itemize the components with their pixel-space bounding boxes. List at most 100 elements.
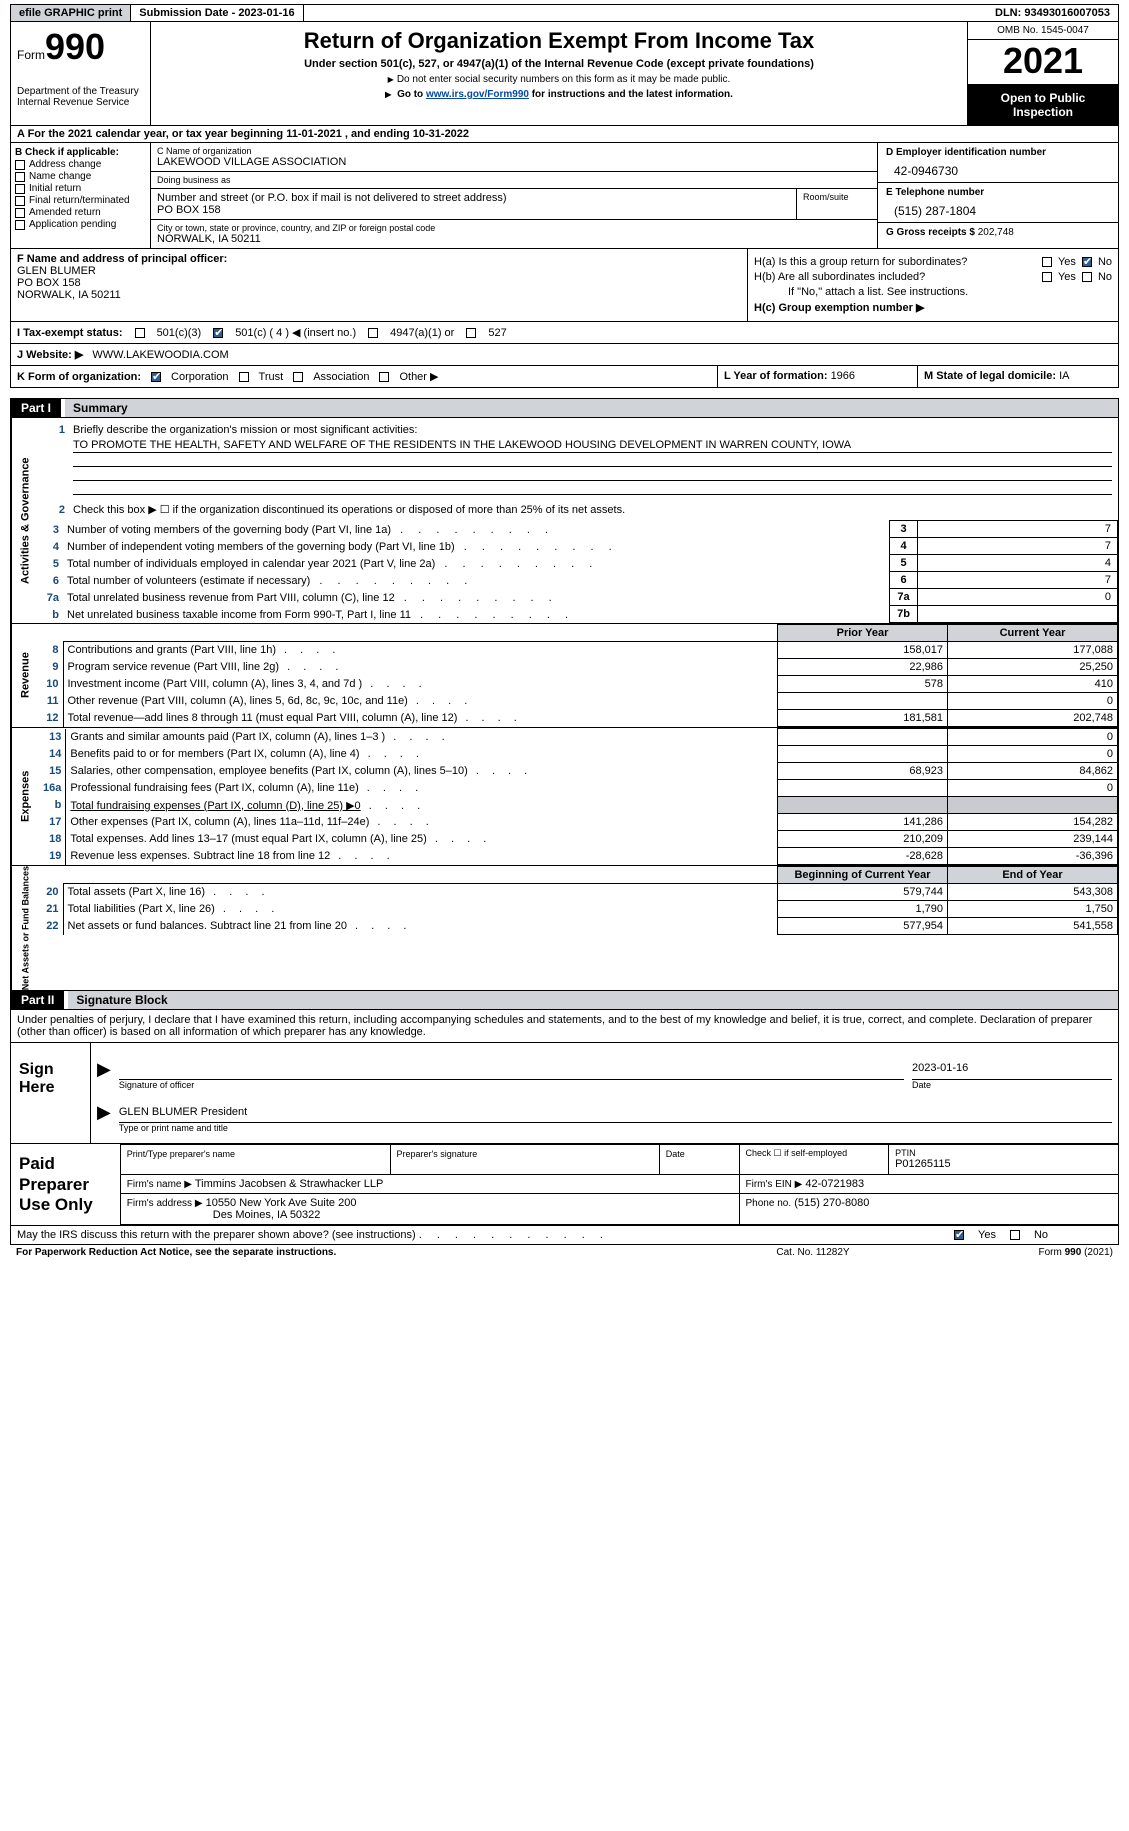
firm-phone-label: Phone no. [746, 1198, 792, 1209]
discuss-no[interactable] [1010, 1230, 1020, 1240]
officer-printed: GLEN BLUMER President [119, 1106, 247, 1118]
cb-name-change[interactable] [15, 172, 25, 182]
firm-addr-label: Firm's address ▶ [127, 1198, 203, 1209]
note-ssn: Do not enter social security numbers on … [159, 74, 959, 85]
side-governance: Activities & Governance [11, 418, 39, 623]
period-end: 10-31-2022 [413, 128, 469, 140]
hb-no[interactable] [1082, 272, 1092, 282]
part1-title: Summary [65, 399, 1118, 417]
prep-sig-label: Preparer's signature [397, 1149, 478, 1159]
hdr-end: End of Year [948, 867, 1118, 884]
l-label: L Year of formation: [724, 370, 831, 382]
firm-addr1: 10550 New York Ave Suite 200 [206, 1197, 357, 1209]
ha-yes[interactable] [1042, 257, 1052, 267]
open-inspection: Open to Public Inspection [968, 85, 1118, 125]
goto-pre: Go to [397, 89, 426, 100]
row-desc: Revenue less expenses. Subtract line 18 … [66, 848, 778, 865]
period-begin: 11-01-2021 [286, 128, 342, 140]
officer-name-line: GLEN BLUMER PresidentType or print name … [119, 1103, 1112, 1123]
k-assoc[interactable] [293, 372, 303, 382]
lbl-address-change: Address change [29, 159, 101, 170]
gov-row-desc: Total unrelated business revenue from Pa… [63, 589, 890, 606]
l-year: 1966 [831, 370, 855, 382]
arrow-icon: ▶ [97, 1102, 111, 1123]
ptin-label: PTIN [895, 1148, 1112, 1158]
city-label: City or town, state or province, country… [157, 223, 871, 233]
irs: Internal Revenue Service [17, 97, 144, 108]
lbl-final-return: Final return/terminated [29, 195, 130, 206]
i-527[interactable] [466, 328, 476, 338]
ha-label: H(a) Is this a group return for subordin… [754, 256, 1036, 268]
cb-app-pending[interactable] [15, 220, 25, 230]
top-bar: efile GRAPHIC print Submission Date - 20… [10, 4, 1119, 22]
ha-no[interactable] [1082, 257, 1092, 267]
cb-initial-return[interactable] [15, 184, 25, 194]
sign-date-label: Date [912, 1080, 931, 1090]
arrow-icon: ▶ [97, 1059, 111, 1080]
submission-date: Submission Date - 2023-01-16 [131, 5, 303, 21]
row-desc: Benefits paid to or for members (Part IX… [66, 746, 778, 763]
ein: 42-0946730 [886, 164, 1110, 178]
cb-address-change[interactable] [15, 160, 25, 170]
perjury-decl: Under penalties of perjury, I declare th… [10, 1010, 1119, 1043]
officer-name: GLEN BLUMER [17, 265, 741, 277]
side-netassets: Net Assets or Fund Balances [11, 866, 39, 990]
cat-no: Cat. No. 11282Y [713, 1247, 913, 1258]
website: WWW.LAKEWOODIA.COM [92, 349, 228, 361]
ptin: P01265115 [895, 1158, 1112, 1170]
row-desc: Program service revenue (Part VIII, line… [63, 659, 778, 676]
discuss-no-lbl: No [1034, 1229, 1048, 1241]
dln: DLN: 93493016007053 [987, 5, 1118, 21]
discuss-yes[interactable] [954, 1230, 964, 1240]
cb-final-return[interactable] [15, 196, 25, 206]
lbl-app-pending: Application pending [29, 219, 116, 230]
tax-year: 2021 [968, 40, 1118, 85]
prep-name-label: Print/Type preparer's name [127, 1149, 235, 1159]
lbl-amended: Amended return [29, 207, 101, 218]
form-title: Return of Organization Exempt From Incom… [159, 28, 959, 54]
row-desc: Total assets (Part X, line 16) . . . . [63, 884, 778, 901]
side-expenses: Expenses [11, 728, 39, 865]
firm-name-label: Firm's name ▶ [127, 1179, 192, 1190]
k-trust-lbl: Trust [259, 371, 284, 383]
f-label: F Name and address of principal officer: [17, 253, 741, 265]
sign-date-val: 2023-01-16 [912, 1062, 968, 1074]
dept-treasury: Department of the Treasury [17, 86, 144, 97]
k-other[interactable] [379, 372, 389, 382]
k-other-lbl: Other ▶ [399, 370, 438, 383]
efile-print-button[interactable]: efile GRAPHIC print [11, 5, 131, 21]
i-501c[interactable] [213, 328, 223, 338]
i-501c3[interactable] [135, 328, 145, 338]
row-desc: Other revenue (Part VIII, column (A), li… [63, 693, 778, 710]
row-desc: Contributions and grants (Part VIII, lin… [63, 642, 778, 659]
part1-hdr: Part I [11, 399, 61, 417]
sign-date: 2023-01-16Date [912, 1060, 1112, 1080]
firm-ein: 42-0721983 [805, 1178, 864, 1190]
i-4947-lbl: 4947(a)(1) or [390, 327, 454, 339]
row-desc: Professional fundraising fees (Part IX, … [66, 780, 778, 797]
c-name-label: C Name of organization [157, 146, 871, 156]
phone-label: E Telephone number [886, 187, 1110, 198]
hb-yes[interactable] [1042, 272, 1052, 282]
cb-amended[interactable] [15, 208, 25, 218]
gov-row-desc: Number of voting members of the governin… [63, 521, 890, 538]
gross-receipts: 202,748 [978, 227, 1014, 238]
k-corp[interactable] [151, 372, 161, 382]
row-desc: Total fundraising expenses (Part IX, col… [66, 797, 778, 814]
i-label: I Tax-exempt status: [17, 327, 123, 339]
i-4947[interactable] [368, 328, 378, 338]
firm-ein-label: Firm's EIN ▶ [746, 1179, 803, 1190]
firm-phone: (515) 270-8080 [794, 1197, 869, 1209]
form990-link[interactable]: www.irs.gov/Form990 [426, 89, 529, 100]
self-employed-check[interactable]: Check ☐ if self-employed [739, 1145, 889, 1174]
gov-row-desc: Total number of individuals employed in … [63, 555, 890, 572]
k-trust[interactable] [239, 372, 249, 382]
officer-signature-line[interactable]: Signature of officer [119, 1060, 904, 1080]
hc-label: H(c) Group exemption number ▶ [754, 301, 924, 314]
officer-city: NORWALK, IA 50211 [17, 289, 741, 301]
prep-date-label: Date [666, 1149, 685, 1159]
m-state: IA [1059, 370, 1069, 382]
k-label: K Form of organization: [17, 371, 141, 383]
discuss-yes-lbl: Yes [978, 1229, 996, 1241]
form-id-box: Form990 Department of the Treasury Inter… [11, 22, 151, 125]
